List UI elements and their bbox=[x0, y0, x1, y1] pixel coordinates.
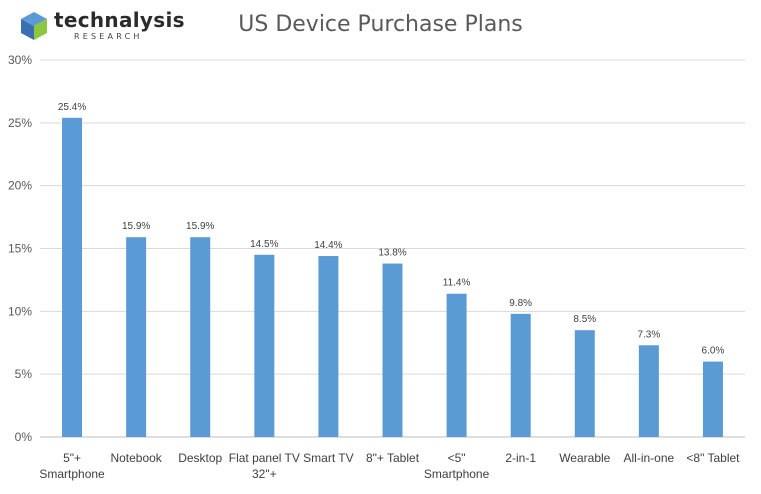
data-label: 11.4% bbox=[443, 278, 471, 289]
y-tick-label: 0% bbox=[15, 430, 33, 444]
data-label: 6.0% bbox=[702, 346, 725, 357]
y-tick-label: 20% bbox=[8, 179, 32, 193]
data-label: 25.4% bbox=[58, 102, 86, 113]
bar bbox=[574, 330, 595, 437]
y-axis: 0% 5% 10% 15% 20% 25% 30% bbox=[8, 53, 32, 444]
data-label: 15.9% bbox=[122, 221, 150, 232]
x-tick-label: 2-in-1 bbox=[505, 451, 536, 465]
y-tick-label: 5% bbox=[15, 367, 33, 381]
bar bbox=[254, 254, 275, 437]
data-label: 14.5% bbox=[250, 239, 278, 250]
bar bbox=[638, 345, 659, 437]
bar bbox=[318, 256, 339, 437]
data-label: 9.8% bbox=[509, 298, 532, 309]
bar bbox=[62, 117, 83, 437]
data-label: 15.9% bbox=[186, 221, 214, 232]
x-tick-label: Smart TV bbox=[303, 451, 353, 465]
data-labels: 25.4% 15.9% 15.9% 14.5% 14.4% 13.8% 11.4% 9.8% 8… bbox=[58, 102, 725, 357]
x-tick-label: 5"+ Smartphone bbox=[39, 451, 105, 481]
data-label: 14.4% bbox=[314, 240, 342, 251]
cube-logo-icon bbox=[21, 12, 47, 40]
bars bbox=[62, 117, 723, 437]
x-tick-label: Notebook bbox=[110, 451, 162, 465]
bar bbox=[190, 237, 211, 437]
x-tick-label: Desktop bbox=[178, 451, 222, 465]
logo-sub-text: RESEARCH bbox=[74, 32, 143, 41]
data-label: 8.5% bbox=[573, 314, 596, 325]
bar bbox=[510, 313, 531, 437]
bar bbox=[382, 263, 403, 437]
x-tick-label: Wearable bbox=[559, 451, 610, 465]
bar bbox=[702, 361, 723, 437]
company-logo: technalysis RESEARCH bbox=[18, 8, 185, 44]
y-tick-label: 15% bbox=[8, 242, 32, 256]
logo-brand-text: technalysis bbox=[54, 8, 185, 32]
bar bbox=[126, 237, 147, 437]
data-label: 7.3% bbox=[637, 329, 660, 340]
y-tick-label: 30% bbox=[8, 53, 32, 67]
bar bbox=[446, 293, 467, 437]
y-tick-label: 25% bbox=[8, 116, 32, 130]
x-tick-label: <5" Smartphone bbox=[424, 451, 490, 481]
x-tick-label: All-in-one bbox=[624, 451, 675, 465]
x-tick-label: Flat panel TV 32"+ bbox=[229, 451, 300, 481]
chart-title: US Device Purchase Plans bbox=[238, 12, 523, 37]
x-tick-label: 8"+ Tablet bbox=[366, 451, 420, 465]
data-label: 13.8% bbox=[378, 248, 406, 259]
x-axis: 5"+ Smartphone Notebook Desktop Flat panel T… bbox=[39, 451, 740, 481]
x-tick-label: <8" Tablet bbox=[686, 451, 740, 465]
y-tick-label: 10% bbox=[8, 304, 32, 318]
